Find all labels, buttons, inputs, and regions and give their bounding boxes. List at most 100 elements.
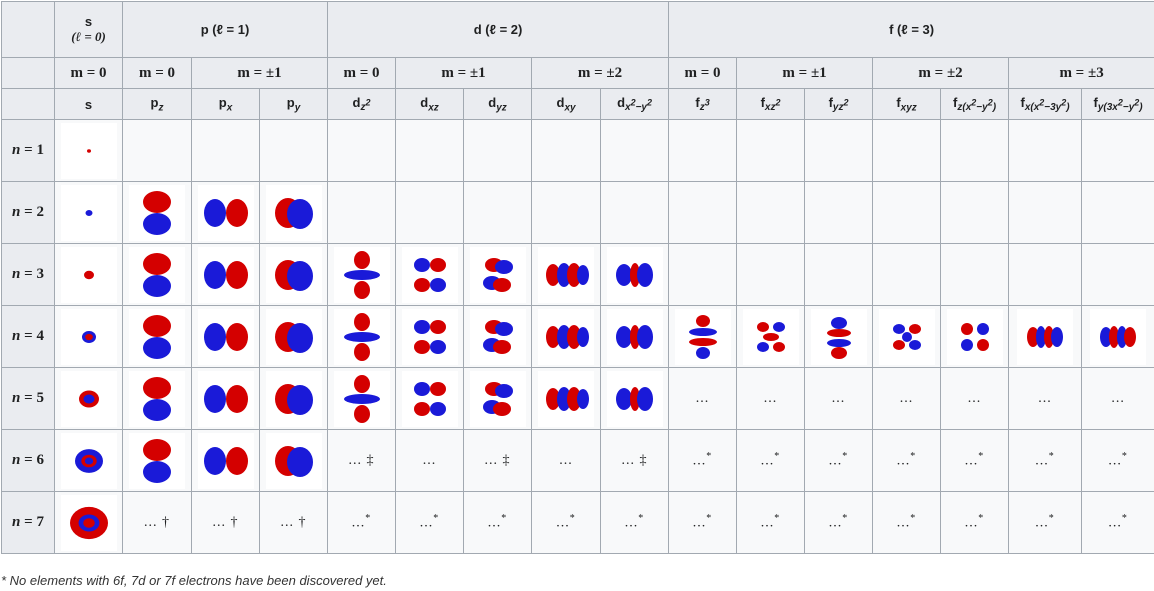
dz2-orbital-icon [343,250,380,299]
header-d: d (ℓ = 2) [327,1,670,58]
px-orbital-icon [203,446,248,475]
ellipsis-cell: ... [531,429,602,492]
ellipsis-cell: ...* [940,491,1010,554]
py-orbital-icon [274,197,313,229]
fxz2-orbital-icon [756,321,785,352]
s-orbital-icon [83,270,94,279]
s-orbital-icon [86,148,91,153]
orbital-label-fy3x2y2: fy(3x2−y2) [1081,88,1154,120]
orbital-label-py: py [258,88,329,120]
ellipsis-cell: ...* [1081,491,1154,554]
table-row: n = 3 [1,243,1154,306]
header-p: p (ℓ = 1) [121,1,329,58]
empty-cell [531,181,602,244]
ellipsis-cell: ...* [804,491,874,554]
dxz-orbital-icon [413,319,446,354]
orbital-label-pz: pz [122,88,192,120]
empty-cell [1008,243,1083,306]
orbital-image-cell [122,243,192,306]
orbital-image-cell [258,305,329,368]
empty-cell [191,119,260,182]
py-orbital-icon [274,259,313,291]
pz-orbital-icon [143,190,171,235]
py-orbital-icon [274,383,313,415]
orbital-image-cell [54,429,123,492]
corner-cell [1,88,55,120]
empty-cell [940,181,1010,244]
row-header-n6: n = 6 [1,429,55,492]
s-orbital-icon [74,448,103,473]
ellipsis-cell: ... † [191,491,260,554]
dz2-orbital-icon [343,312,380,361]
header-f: f (ℓ = 3) [668,1,1154,58]
orbital-label-dxy: dxy [531,88,602,120]
ellipsis-cell: ... [668,367,738,430]
orbital-image-cell [395,305,465,368]
pz-orbital-icon [143,314,171,359]
orbital-image-cell [122,367,192,430]
orbital-image-cell [122,181,192,244]
ellipsis-cell: ...* [668,491,738,554]
ellipsis-cell: ... [1081,367,1154,430]
pz-orbital-icon [143,376,171,421]
table-row: n = 1 [1,119,1154,182]
ellipsis-cell: ...* [736,491,806,554]
px-orbital-icon [203,260,248,289]
ellipsis-cell: ...* [327,491,397,554]
empty-cell [1008,181,1083,244]
dxz-orbital-icon [413,381,446,416]
ellipsis-cell: ...* [531,491,602,554]
orbital-image-cell [54,367,123,430]
empty-cell [1081,119,1154,182]
orbital-image-cell [531,243,602,306]
s-orbital-icon [78,390,99,407]
footnote: * No elements with 6f, 7d or 7f electron… [1,573,387,588]
ellipsis-cell: ...* [395,491,465,554]
py-orbital-icon [274,445,313,477]
table-row: n = 7... †... †... † ...* ...* ...* ...* ...*… [1,491,1154,554]
orbital-image-cell [531,367,602,430]
m-header: m = 0 [327,57,397,89]
ellipsis-cell: ...* [668,429,738,492]
orbital-image-cell [872,305,942,368]
orbital-image-cell [463,243,533,306]
m-header: m = ±3 [1008,57,1154,89]
orbital-image-cell [463,305,533,368]
orbital-label-dz2: dz2 [327,88,397,120]
fy3x2y2-orbital-icon [1100,325,1137,348]
empty-cell [668,243,738,306]
orbital-image-cell [122,305,192,368]
ellipsis-cell: ... [804,367,874,430]
ellipsis-cell: ...* [804,429,874,492]
py-orbital-icon [274,321,313,353]
ellipsis-cell: ... † [122,491,192,554]
dxz-orbital-icon [413,257,446,292]
empty-cell [872,243,942,306]
orbital-image-cell [600,243,670,306]
orbital-image-cell [463,367,533,430]
orbital-image-cell [258,429,329,492]
ellipsis-cell: ...* [872,429,942,492]
m-header: m = ±1 [395,57,533,89]
row-header-n3: n = 3 [1,243,55,306]
orbital-label-fxz2: fxz2 [736,88,806,120]
m-header: m = 0 [54,57,123,89]
ellipsis-cell: ... ‡ [327,429,397,492]
empty-cell [736,119,806,182]
orbital-image-cell [54,181,123,244]
dyz-orbital-icon [482,319,513,354]
px-orbital-icon [203,384,248,413]
orbital-image-cell [940,305,1010,368]
orbital-image-cell [54,119,123,182]
orbital-image-cell [191,243,260,306]
empty-cell [940,243,1010,306]
orbital-image-cell [736,305,806,368]
orbital-image-cell [258,367,329,430]
row-header-n7: n = 7 [1,491,55,554]
fyz2-orbital-icon [826,316,851,359]
orbital-label-dx2y2: dx2−y2 [600,88,670,120]
corner-cell [1,1,55,58]
empty-cell [258,119,329,182]
empty-cell [1081,243,1154,306]
row-header-n5: n = 5 [1,367,55,430]
